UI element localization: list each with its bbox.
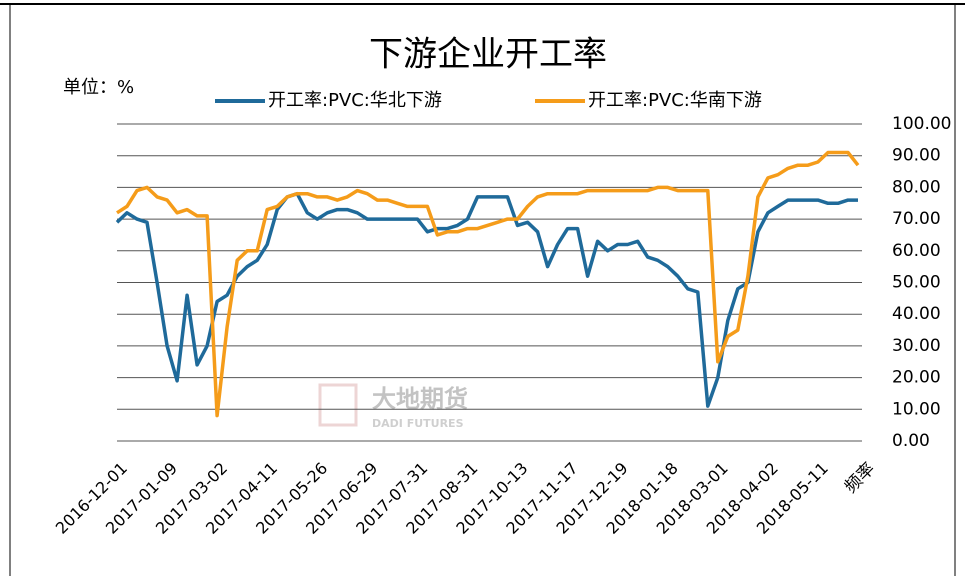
unit-label: 单位：% [63, 77, 134, 98]
y-tick-label: 20.00 [892, 368, 941, 388]
legend-label: 开工率:PVC:华北下游 [268, 90, 442, 111]
y-tick-label: 70.00 [892, 209, 941, 229]
legend-label: 开工率:PVC:华南下游 [588, 90, 762, 111]
y-tick-label: 80.00 [892, 177, 941, 197]
y-tick-label: 50.00 [892, 273, 941, 293]
y-tick-label: 90.00 [892, 146, 941, 166]
y-tick-label: 40.00 [892, 304, 941, 324]
chart-title: 下游企业开工率 [369, 35, 607, 75]
watermark: 大地期货 DADI FUTURES [318, 383, 468, 430]
watermark-logo [318, 383, 358, 427]
y-tick-label: 100.00 [892, 114, 951, 134]
watermark-name: 大地期货 [372, 385, 468, 413]
watermark-sub: DADI FUTURES [372, 417, 464, 430]
y-tick-label: 0.00 [892, 431, 930, 451]
y-tick-label: 30.00 [892, 336, 941, 356]
series-line [116, 150, 860, 418]
series-line [115, 191, 858, 408]
y-tick-label: 60.00 [892, 241, 941, 261]
y-tick-label: 10.00 [892, 399, 941, 419]
